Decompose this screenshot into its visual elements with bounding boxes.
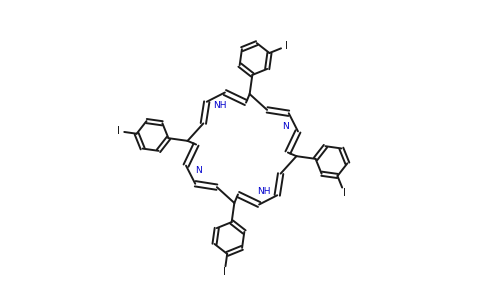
Text: N: N	[282, 122, 289, 131]
Text: I: I	[343, 188, 346, 198]
Text: I: I	[117, 126, 120, 136]
Text: NH: NH	[257, 188, 271, 196]
Text: N: N	[195, 166, 202, 175]
Text: I: I	[223, 267, 226, 277]
Text: NH: NH	[213, 100, 227, 109]
Text: I: I	[285, 41, 288, 51]
